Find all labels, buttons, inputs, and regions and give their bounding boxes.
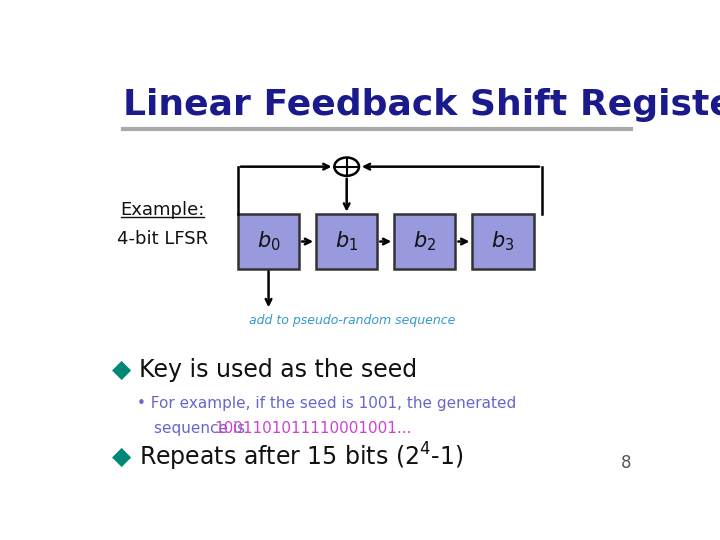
Text: $b_3$: $b_3$	[491, 230, 515, 253]
Text: $b_1$: $b_1$	[335, 230, 359, 253]
Text: Linear Feedback Shift Register (LFSR): Linear Feedback Shift Register (LFSR)	[124, 87, 720, 122]
FancyBboxPatch shape	[394, 214, 456, 268]
Text: sequence is: sequence is	[154, 421, 250, 436]
FancyBboxPatch shape	[238, 214, 300, 268]
FancyBboxPatch shape	[472, 214, 534, 268]
Text: 8: 8	[621, 454, 631, 472]
Text: Key is used as the seed: Key is used as the seed	[139, 359, 417, 382]
Text: add to pseudo-random sequence: add to pseudo-random sequence	[249, 314, 456, 327]
Text: ◆: ◆	[112, 359, 132, 382]
Text: 4-bit LFSR: 4-bit LFSR	[117, 231, 208, 248]
Text: • For example, if the seed is 1001, the generated: • For example, if the seed is 1001, the …	[138, 396, 517, 411]
Text: $b_0$: $b_0$	[257, 230, 280, 253]
Text: Example:: Example:	[120, 201, 204, 219]
FancyBboxPatch shape	[316, 214, 377, 268]
Text: $b_2$: $b_2$	[413, 230, 436, 253]
Text: ◆: ◆	[112, 444, 132, 469]
Text: Repeats after 15 bits (2$^4$-1): Repeats after 15 bits (2$^4$-1)	[139, 441, 464, 472]
Text: 1001101011110001001...: 1001101011110001001...	[215, 421, 412, 436]
